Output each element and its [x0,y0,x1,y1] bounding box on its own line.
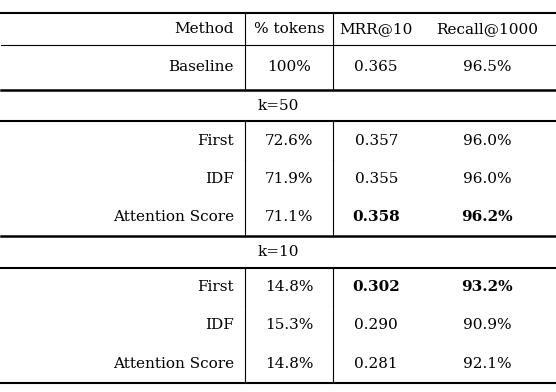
Text: 71.9%: 71.9% [265,172,314,186]
Text: 0.365: 0.365 [354,60,398,74]
Text: 96.5%: 96.5% [463,60,511,74]
Text: First: First [197,280,234,294]
Text: 96.2%: 96.2% [461,210,513,224]
Text: IDF: IDF [205,318,234,332]
Text: Baseline: Baseline [168,60,234,74]
Text: k=10: k=10 [257,245,299,259]
Text: Method: Method [174,22,234,36]
Text: 100%: 100% [267,60,311,74]
Text: 71.1%: 71.1% [265,210,314,224]
Text: 72.6%: 72.6% [265,134,314,147]
Text: 0.302: 0.302 [353,280,400,294]
Text: k=50: k=50 [257,98,299,113]
Text: 92.1%: 92.1% [463,357,511,371]
Text: MRR@10: MRR@10 [340,22,413,36]
Text: 93.2%: 93.2% [461,280,513,294]
Text: 0.358: 0.358 [353,210,400,224]
Text: 14.8%: 14.8% [265,280,314,294]
Text: Recall@1000: Recall@1000 [436,22,538,36]
Text: 0.357: 0.357 [355,134,398,147]
Text: % tokens: % tokens [254,22,324,36]
Text: 96.0%: 96.0% [463,134,511,147]
Text: Attention Score: Attention Score [113,357,234,371]
Text: 96.0%: 96.0% [463,172,511,186]
Text: Attention Score: Attention Score [113,210,234,224]
Text: 90.9%: 90.9% [463,318,511,332]
Text: 0.290: 0.290 [354,318,398,332]
Text: 15.3%: 15.3% [265,318,313,332]
Text: 0.355: 0.355 [355,172,398,186]
Text: 14.8%: 14.8% [265,357,314,371]
Text: 0.281: 0.281 [354,357,398,371]
Text: IDF: IDF [205,172,234,186]
Text: First: First [197,134,234,147]
